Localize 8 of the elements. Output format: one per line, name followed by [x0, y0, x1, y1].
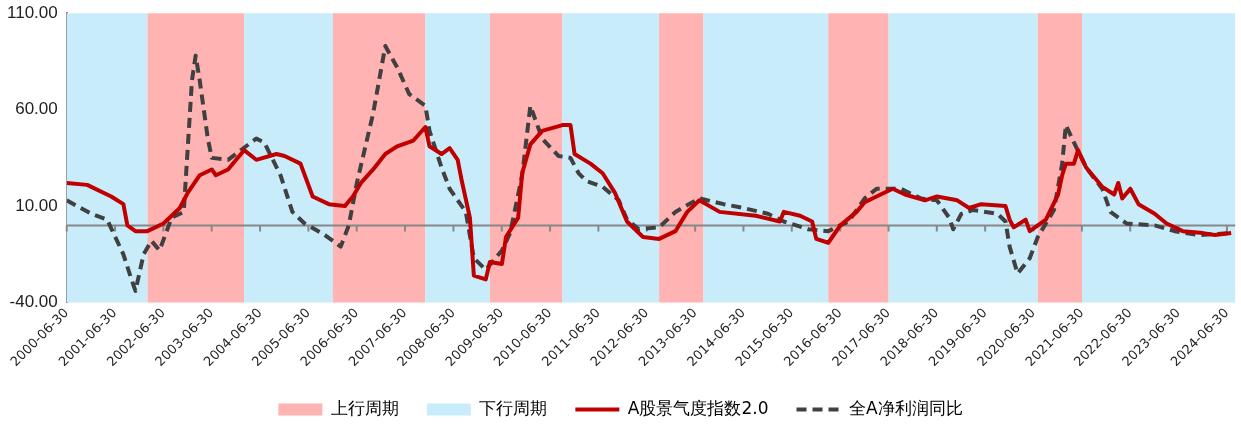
legend-label: 上行周期	[330, 397, 399, 418]
legend-label: A股景气度指数2.0	[627, 397, 769, 418]
y-tick-label: 60.00	[15, 99, 58, 119]
y-tick-label: 110.00	[7, 2, 58, 22]
y-tick-label: -40.00	[9, 292, 58, 312]
y-tick-label: 10.00	[15, 195, 58, 215]
legend-label: 全A净利润同比	[849, 397, 963, 418]
legend-label: 下行周期	[479, 397, 548, 418]
